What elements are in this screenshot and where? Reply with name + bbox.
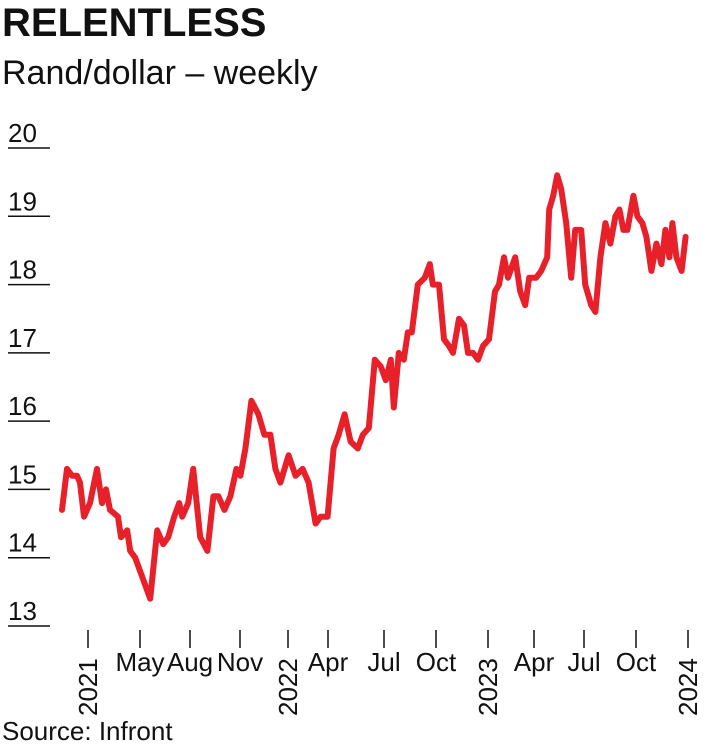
y-tick-label: 20 — [8, 118, 37, 148]
y-tick-label: 18 — [8, 255, 37, 285]
y-tick-label: 14 — [8, 528, 37, 558]
y-tick-label: 16 — [8, 391, 37, 421]
x-tick-label: Aug — [167, 647, 213, 677]
y-tick-label: 17 — [8, 323, 37, 353]
chart-title: RELENTLESS — [2, 1, 266, 45]
x-tick-label: Oct — [616, 647, 657, 677]
chart-subtitle: Rand/dollar – weekly — [2, 54, 318, 92]
x-tick-label: Apr — [308, 647, 349, 677]
x-tick-label: May — [115, 647, 164, 677]
y-tick-label: 19 — [8, 186, 37, 216]
x-tick-label: 2023 — [473, 658, 503, 716]
x-tick-label: Jul — [367, 647, 400, 677]
x-tick-label: 2022 — [273, 658, 303, 716]
data-line — [59, 172, 689, 602]
y-tick-label: 15 — [8, 459, 37, 489]
x-tick-label: 2024 — [673, 658, 703, 716]
x-tick-label: Nov — [217, 647, 263, 677]
y-tick-label: 13 — [8, 596, 37, 626]
x-tick-label: Oct — [416, 647, 457, 677]
x-tick-label: Jul — [567, 647, 600, 677]
x-tick-label: 2021 — [73, 658, 103, 716]
source: Source: Infront — [2, 716, 173, 746]
x-tick-label: Apr — [514, 647, 555, 677]
